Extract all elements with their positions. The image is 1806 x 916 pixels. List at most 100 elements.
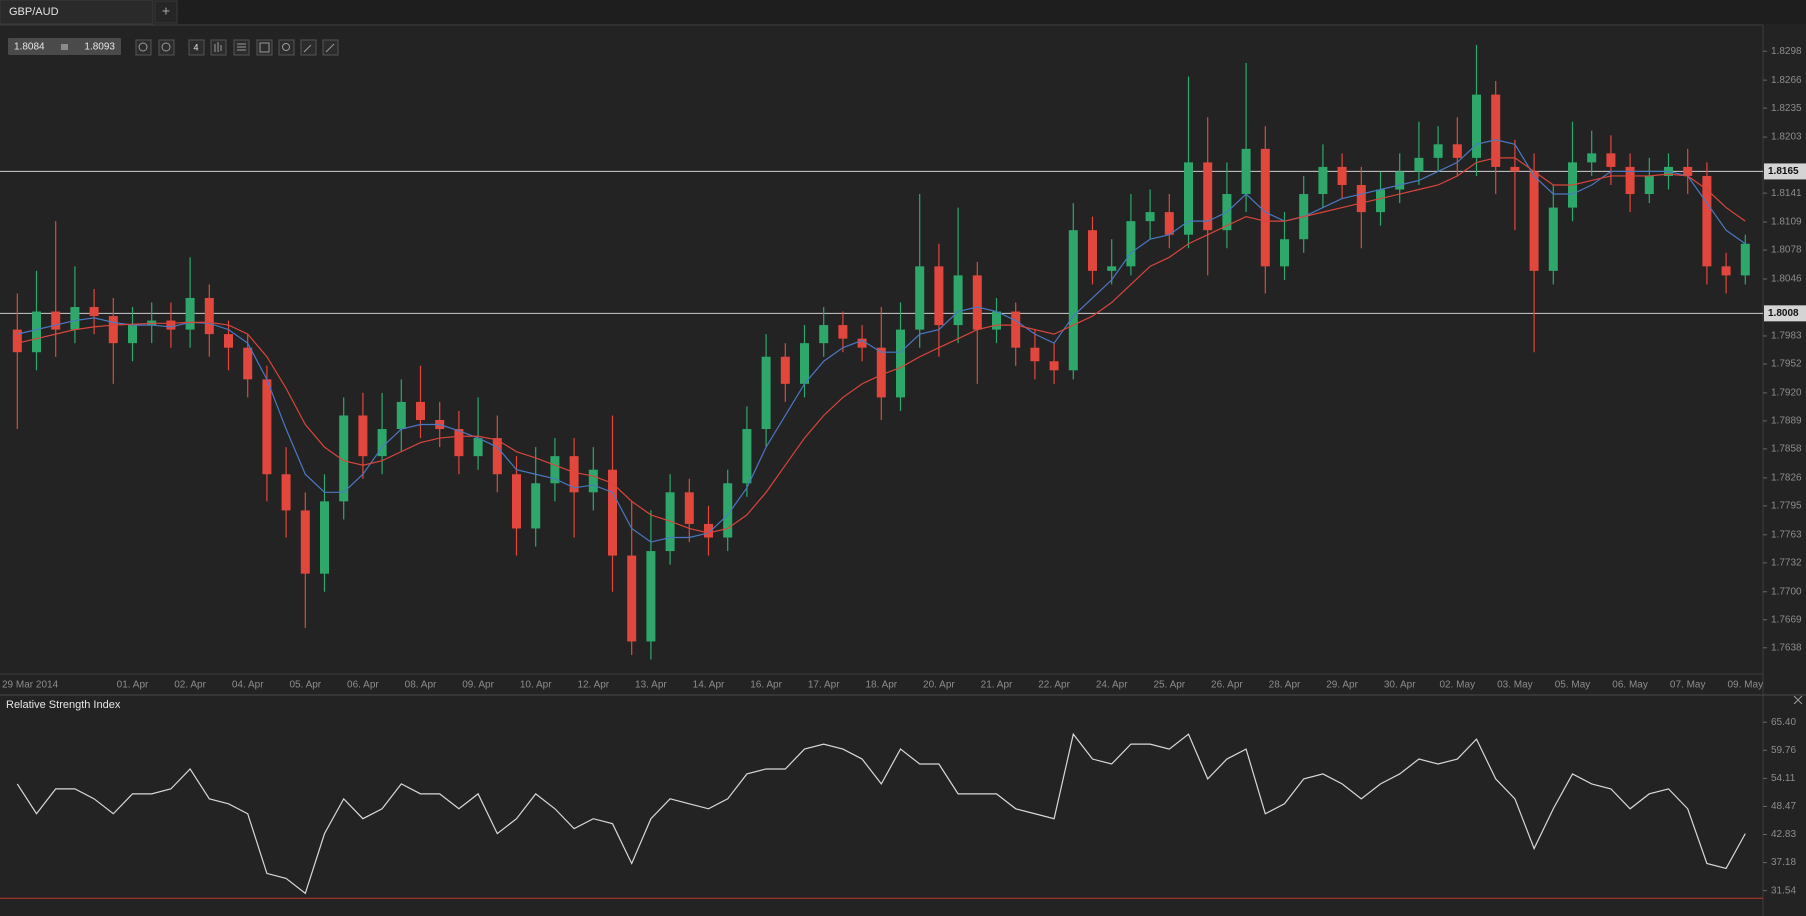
y-tick-label: 1.8141 (1771, 188, 1802, 199)
y-tick-label: 31.54 (1771, 885, 1796, 896)
candle-body (1529, 171, 1539, 271)
template-button[interactable] (256, 39, 273, 56)
candle-body (1356, 184, 1366, 213)
x-tick-label: 09. Apr (462, 680, 494, 691)
candle-body (1395, 171, 1405, 190)
candle-body (1318, 166, 1328, 195)
candle-body (934, 266, 944, 326)
candle-body (108, 316, 118, 344)
candle-body (396, 401, 406, 430)
candle-body (1049, 361, 1059, 371)
close-indicator-button[interactable] (1793, 695, 1803, 705)
y-tick-label: 1.7700 (1771, 586, 1802, 597)
y-tick-label: 1.7638 (1771, 642, 1802, 653)
chart-type-icon (214, 42, 222, 52)
tab[interactable] (0, 0, 154, 25)
candle-body (704, 523, 713, 538)
x-tick-label: 05. May (1555, 680, 1591, 691)
zoom-out-button[interactable] (135, 39, 152, 56)
x-tick-label: 14. Apr (693, 680, 725, 691)
x-tick-label: 18. Apr (865, 680, 897, 691)
y-tick-label: 1.7795 (1771, 501, 1802, 512)
x-tick-label: 25. Apr (1153, 680, 1185, 691)
candle-body (339, 415, 349, 502)
x-tick-label: 06. May (1612, 680, 1648, 691)
line-series (17, 139, 1746, 543)
candle-body (1721, 266, 1731, 276)
x-tick-label: 01. Apr (117, 680, 149, 691)
y-tick-label: 54.11 (1771, 773, 1796, 784)
candle-body (358, 415, 368, 457)
x-tick-label: 02. Apr (174, 680, 206, 691)
y-tick-label: 1.7669 (1771, 614, 1802, 625)
y-tick-label: 1.8298 (1771, 46, 1802, 57)
level-label: 1.8008 (1768, 308, 1799, 319)
candle-body (972, 275, 982, 330)
candle-body (1740, 243, 1750, 276)
period-label: 4 (193, 42, 198, 52)
x-tick-label: 21. Apr (981, 680, 1013, 691)
candle-body (1683, 166, 1693, 176)
y-tick-label: 1.8046 (1771, 274, 1802, 285)
add-tab-button[interactable] (154, 0, 178, 24)
candle-body (531, 483, 541, 529)
y-tick-label: 48.47 (1771, 801, 1796, 812)
x-tick-label: 28. Apr (1269, 680, 1301, 691)
x-tick-label: 12. Apr (577, 680, 609, 691)
drawing-icon (303, 44, 312, 53)
candle-body (723, 483, 733, 538)
quote-separator (61, 44, 68, 50)
candle-body (1472, 94, 1481, 158)
candle-body (1030, 347, 1040, 362)
candle-body (1625, 166, 1635, 195)
y-tick-label: 1.8266 (1771, 75, 1802, 86)
candle-body (953, 275, 963, 326)
candle-body (12, 329, 22, 353)
candle-body (300, 510, 310, 574)
candle-body (1011, 311, 1021, 348)
candle-body (627, 555, 637, 642)
zoom-in-icon (161, 42, 171, 52)
candle-body (1164, 212, 1174, 235)
zoom-in-button[interactable] (158, 39, 175, 56)
x-tick-label: 09. May (1728, 680, 1764, 691)
candle-body (1510, 166, 1520, 172)
candle-body (473, 438, 483, 457)
candle-body (204, 297, 214, 335)
objects-button[interactable] (278, 39, 295, 56)
period-button[interactable] (188, 39, 205, 56)
candle-body (800, 343, 809, 384)
candle-body (320, 501, 329, 574)
y-tick-label: 1.8109 (1771, 217, 1802, 228)
candle-body (1088, 230, 1097, 271)
candle-body (454, 429, 464, 457)
x-tick-label: 10. Apr (520, 680, 552, 691)
candle-body (684, 492, 694, 524)
candle-body (992, 311, 1001, 330)
level-label-box (1764, 305, 1806, 322)
candle-body (70, 307, 80, 330)
candle-body (1126, 221, 1136, 267)
candle-body (377, 429, 387, 457)
tab-title: GBP/AUD (9, 6, 59, 18)
candle-body (1241, 148, 1251, 195)
candle-body (262, 379, 272, 475)
candle-body (608, 469, 617, 556)
template-icon (259, 42, 270, 53)
candle-body (838, 325, 848, 339)
candle-body (1376, 189, 1385, 213)
y-tick-label: 1.7858 (1771, 444, 1802, 455)
candle-body (51, 311, 61, 330)
candle-body (1491, 94, 1501, 167)
y-tick-label: 37.18 (1771, 857, 1796, 868)
x-tick-label: 29 Mar 2014 (2, 680, 59, 691)
y-tick-label: 42.83 (1771, 829, 1796, 840)
candle-body (1280, 239, 1289, 267)
candle-body (1702, 175, 1712, 267)
candle-body (89, 307, 99, 317)
y-tick-label: 65.40 (1771, 717, 1796, 728)
x-tick-label: 16. Apr (750, 680, 782, 691)
x-tick-label: 06. Apr (347, 680, 379, 691)
